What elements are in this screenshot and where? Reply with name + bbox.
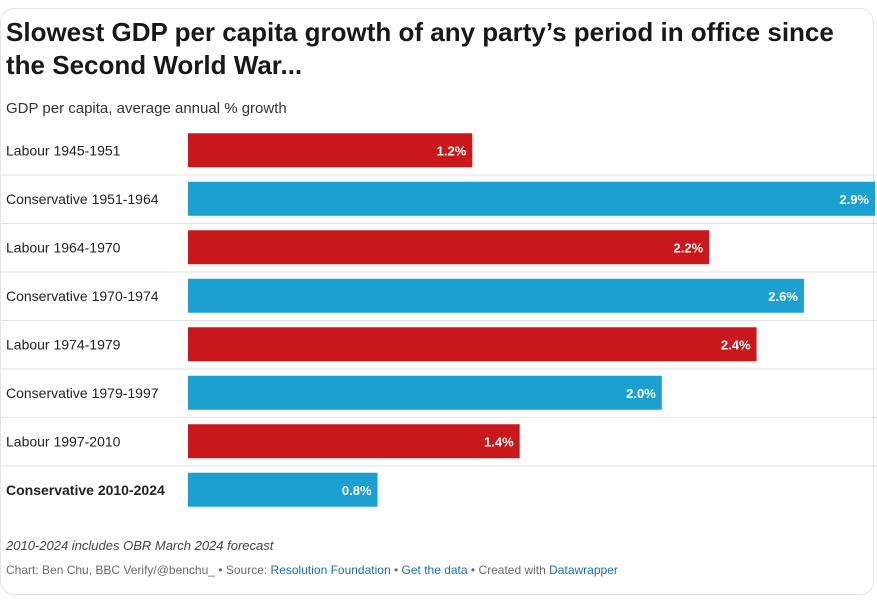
- category-label: Labour 1945-1951: [6, 142, 121, 158]
- bar-labour: [188, 133, 473, 168]
- credit-separator: •: [390, 563, 402, 577]
- category-label: Labour 1997-2010: [6, 433, 121, 449]
- bar-labour: [188, 327, 757, 362]
- credit-source-label: Source:: [225, 563, 271, 577]
- value-label: 2.0%: [626, 386, 656, 401]
- value-label: 2.2%: [674, 240, 704, 255]
- chart-note: 2010-2024 includes OBR March 2024 foreca…: [6, 538, 274, 553]
- category-label: Conservative 1970-1974: [6, 288, 159, 304]
- bar-conservative: [188, 278, 804, 313]
- bar-conservative: [188, 472, 378, 507]
- value-label: 0.8%: [342, 483, 372, 498]
- value-label: 1.2%: [437, 143, 467, 158]
- get-the-data-link[interactable]: Get the data: [401, 563, 468, 577]
- datawrapper-link[interactable]: Datawrapper: [549, 563, 618, 577]
- bar-chart-svg: Labour 1945-1951 1.2% Conservative 1951-19…: [0, 133, 877, 507]
- category-label: Labour 1964-1970: [6, 239, 121, 255]
- category-label: Conservative 1951-1964: [6, 191, 159, 207]
- value-label: 1.4%: [484, 434, 514, 449]
- chart-title: Slowest GDP per capita growth of any par…: [6, 17, 834, 80]
- credit-created-with: Created with: [478, 563, 550, 577]
- credit-separator: •: [214, 563, 226, 577]
- category-label: Conservative 1979-1997: [6, 385, 159, 401]
- bar-conservative: [188, 181, 875, 216]
- bar-labour: [188, 424, 520, 459]
- chart-subtitle: GDP per capita, average annual % growth: [6, 100, 287, 117]
- category-label: Labour 1974-1979: [6, 336, 121, 352]
- bar-chart: Labour 1945-1951 1.2% Conservative 1951-19…: [0, 128, 877, 520]
- category-label: Conservative 2010-2024: [6, 482, 165, 498]
- credit-author: Chart: Ben Chu, BBC Verify/@benchu_: [6, 563, 215, 577]
- value-label: 2.4%: [721, 337, 751, 352]
- chart-credits: Chart: Ben Chu, BBC Verify/@benchu_ • So…: [6, 563, 618, 577]
- bar-conservative: [188, 375, 662, 410]
- value-label: 2.9%: [839, 192, 869, 207]
- value-label: 2.6%: [768, 289, 798, 304]
- source-link[interactable]: Resolution Foundation: [270, 563, 391, 577]
- credit-separator: •: [467, 563, 479, 577]
- bar-labour: [188, 230, 710, 265]
